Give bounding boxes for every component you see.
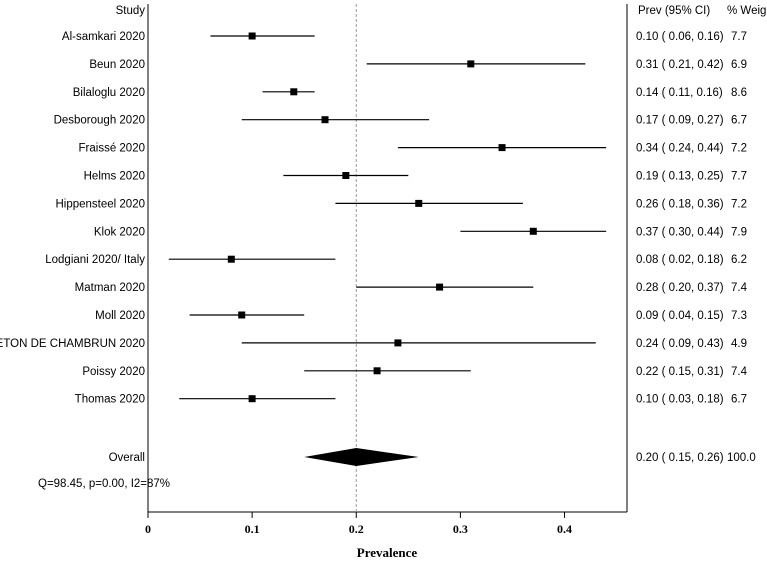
prev-ci-value: 0.28 ( 0.20, 0.37): [636, 282, 724, 294]
weight-value: 7.2: [731, 143, 747, 155]
study-row: Bilaloglu 2020 0.14 ( 0.11, 0.16) 8.6: [73, 87, 747, 99]
weight-value: 6.2: [731, 254, 747, 266]
prev-ci-value: 0.34 ( 0.24, 0.44): [636, 143, 724, 155]
study-name: Thomas 2020: [75, 394, 145, 406]
study-row: PINETON DE CHAMBRUN 2020 0.24 ( 0.09, 0.4…: [0, 338, 747, 350]
point-estimate-marker: [248, 32, 256, 40]
weight-value: 7.2: [731, 198, 747, 210]
prev-ci-value: 0.10 ( 0.03, 0.18): [636, 394, 724, 406]
point-estimate-marker: [373, 367, 381, 375]
prev-ci-value: 0.08 ( 0.02, 0.18): [636, 254, 724, 266]
weight-value: 7.4: [731, 282, 748, 294]
point-estimate-marker: [394, 339, 402, 347]
point-estimate-marker: [415, 199, 423, 207]
x-axis-title: Prevalence: [357, 545, 418, 560]
study-name: PINETON DE CHAMBRUN 2020: [0, 338, 145, 350]
weight-value: 6.7: [731, 115, 747, 127]
overall-prev-ci-value: 0.20 ( 0.15, 0.26): [636, 452, 724, 464]
weight-value: 6.9: [731, 59, 747, 71]
study-row: Poissy 2020 0.22 ( 0.15, 0.31) 7.4: [82, 366, 747, 378]
study-row: Beun 2020 0.31 ( 0.21, 0.42) 6.9: [89, 59, 747, 71]
weight-value: 7.7: [731, 171, 747, 183]
study-row: Fraissé 2020 0.34 ( 0.24, 0.44) 7.2: [79, 143, 747, 155]
study-row: Thomas 2020 0.10 ( 0.03, 0.18) 6.7: [75, 394, 747, 406]
x-tick-label: 0: [145, 522, 151, 536]
point-estimate-marker: [290, 88, 298, 96]
overall-diamond: [304, 448, 419, 466]
study-name: Helms 2020: [84, 171, 145, 183]
study-row: Matman 2020 0.28 ( 0.20, 0.37) 7.4: [75, 282, 748, 294]
weight-value: 7.9: [731, 226, 747, 238]
weight-value: 7.3: [731, 310, 747, 322]
study-name: Desborough 2020: [54, 115, 145, 127]
prev-ci-value: 0.17 ( 0.09, 0.27): [636, 115, 724, 127]
study-name: Al-samkari 2020: [62, 31, 145, 43]
point-estimate-marker: [436, 283, 444, 291]
study-row: Hippensteel 2020 0.26 ( 0.18, 0.36) 7.2: [55, 198, 747, 210]
study-row: Klok 2020 0.37 ( 0.30, 0.44) 7.9: [94, 226, 747, 238]
weight-value: 7.7: [731, 31, 747, 43]
point-estimate-marker: [321, 116, 329, 124]
study-row: Lodgiani 2020/ Italy 0.08 ( 0.02, 0.18) 6.…: [45, 254, 747, 266]
study-name: Klok 2020: [94, 226, 145, 238]
weight-value: 4.9: [731, 338, 747, 350]
prev-ci-value: 0.22 ( 0.15, 0.31): [636, 366, 724, 378]
prev-ci-value: 0.37 ( 0.30, 0.44): [636, 226, 724, 238]
x-axis-ticks: 0 0.1 0.2 0.3 0.4: [145, 512, 572, 536]
weight-value: 8.6: [731, 87, 747, 99]
point-estimate-marker: [529, 227, 537, 235]
study-name: Bilaloglu 2020: [73, 87, 145, 99]
study-rows: Al-samkari 2020 0.10 ( 0.06, 0.16) 7.7 Beun…: [0, 31, 748, 406]
overall-weight-value: 100.0: [727, 452, 756, 464]
prev-ci-value: 0.14 ( 0.11, 0.16): [636, 87, 723, 99]
prev-ci-column-header: Prev (95% CI): [638, 5, 710, 17]
point-estimate-marker: [467, 60, 475, 68]
point-estimate-marker: [248, 395, 256, 403]
study-column-header: Study: [116, 5, 146, 17]
x-tick-label: 0.3: [453, 522, 468, 536]
x-tick-label: 0.2: [349, 522, 364, 536]
overall-label: Overall: [109, 452, 145, 464]
prev-ci-value: 0.19 ( 0.13, 0.25): [636, 171, 724, 183]
study-name: Matman 2020: [75, 282, 145, 294]
study-name: Beun 2020: [89, 59, 145, 71]
prev-ci-value: 0.24 ( 0.09, 0.43): [636, 338, 724, 350]
overall-row: Overall 0.20 ( 0.15, 0.26) 100.0: [109, 448, 756, 466]
prev-ci-value: 0.10 ( 0.06, 0.16): [636, 31, 724, 43]
point-estimate-marker: [342, 172, 350, 179]
study-row: Desborough 2020 0.17 ( 0.09, 0.27) 6.7: [54, 115, 747, 127]
study-name: Moll 2020: [95, 310, 145, 322]
point-estimate-marker: [227, 255, 235, 263]
study-row: Al-samkari 2020 0.10 ( 0.06, 0.16) 7.7: [62, 31, 747, 43]
x-tick-label: 0.1: [245, 522, 260, 536]
study-name: Hippensteel 2020: [55, 198, 145, 210]
point-estimate-marker: [498, 144, 506, 152]
study-name: Poissy 2020: [82, 366, 145, 378]
weight-column-header: % Weight: [727, 5, 767, 17]
weight-value: 7.4: [731, 366, 748, 378]
study-name: Lodgiani 2020/ Italy: [45, 254, 145, 266]
weight-value: 6.7: [731, 394, 747, 406]
prev-ci-value: 0.09 ( 0.04, 0.15): [636, 310, 724, 322]
study-row: Helms 2020 0.19 ( 0.13, 0.25) 7.7: [84, 171, 747, 183]
prev-ci-value: 0.26 ( 0.18, 0.36): [636, 198, 724, 210]
study-row: Moll 2020 0.09 ( 0.04, 0.15) 7.3: [95, 310, 747, 322]
x-tick-label: 0.4: [557, 522, 572, 536]
prev-ci-value: 0.31 ( 0.21, 0.42): [636, 59, 724, 71]
heterogeneity-stats: Q=98.45, p=0.00, I2=87%: [38, 478, 170, 490]
study-name: Fraissé 2020: [79, 143, 145, 155]
point-estimate-marker: [238, 311, 246, 319]
